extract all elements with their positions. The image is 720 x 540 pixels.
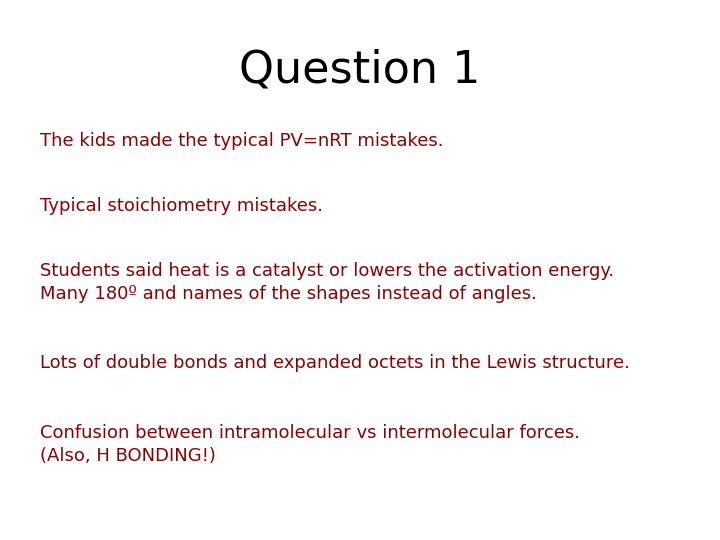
- Text: Students said heat is a catalyst or lowers the activation energy.
Many 180º and : Students said heat is a catalyst or lowe…: [40, 262, 613, 303]
- Text: Lots of double bonds and expanded octets in the Lewis structure.: Lots of double bonds and expanded octets…: [40, 354, 629, 372]
- Text: Typical stoichiometry mistakes.: Typical stoichiometry mistakes.: [40, 197, 323, 215]
- Text: The kids made the typical PV=nRT mistakes.: The kids made the typical PV=nRT mistake…: [40, 132, 443, 150]
- Text: Question 1: Question 1: [239, 49, 481, 92]
- Text: Confusion between intramolecular vs intermolecular forces.
(Also, H BONDING!): Confusion between intramolecular vs inte…: [40, 424, 580, 465]
